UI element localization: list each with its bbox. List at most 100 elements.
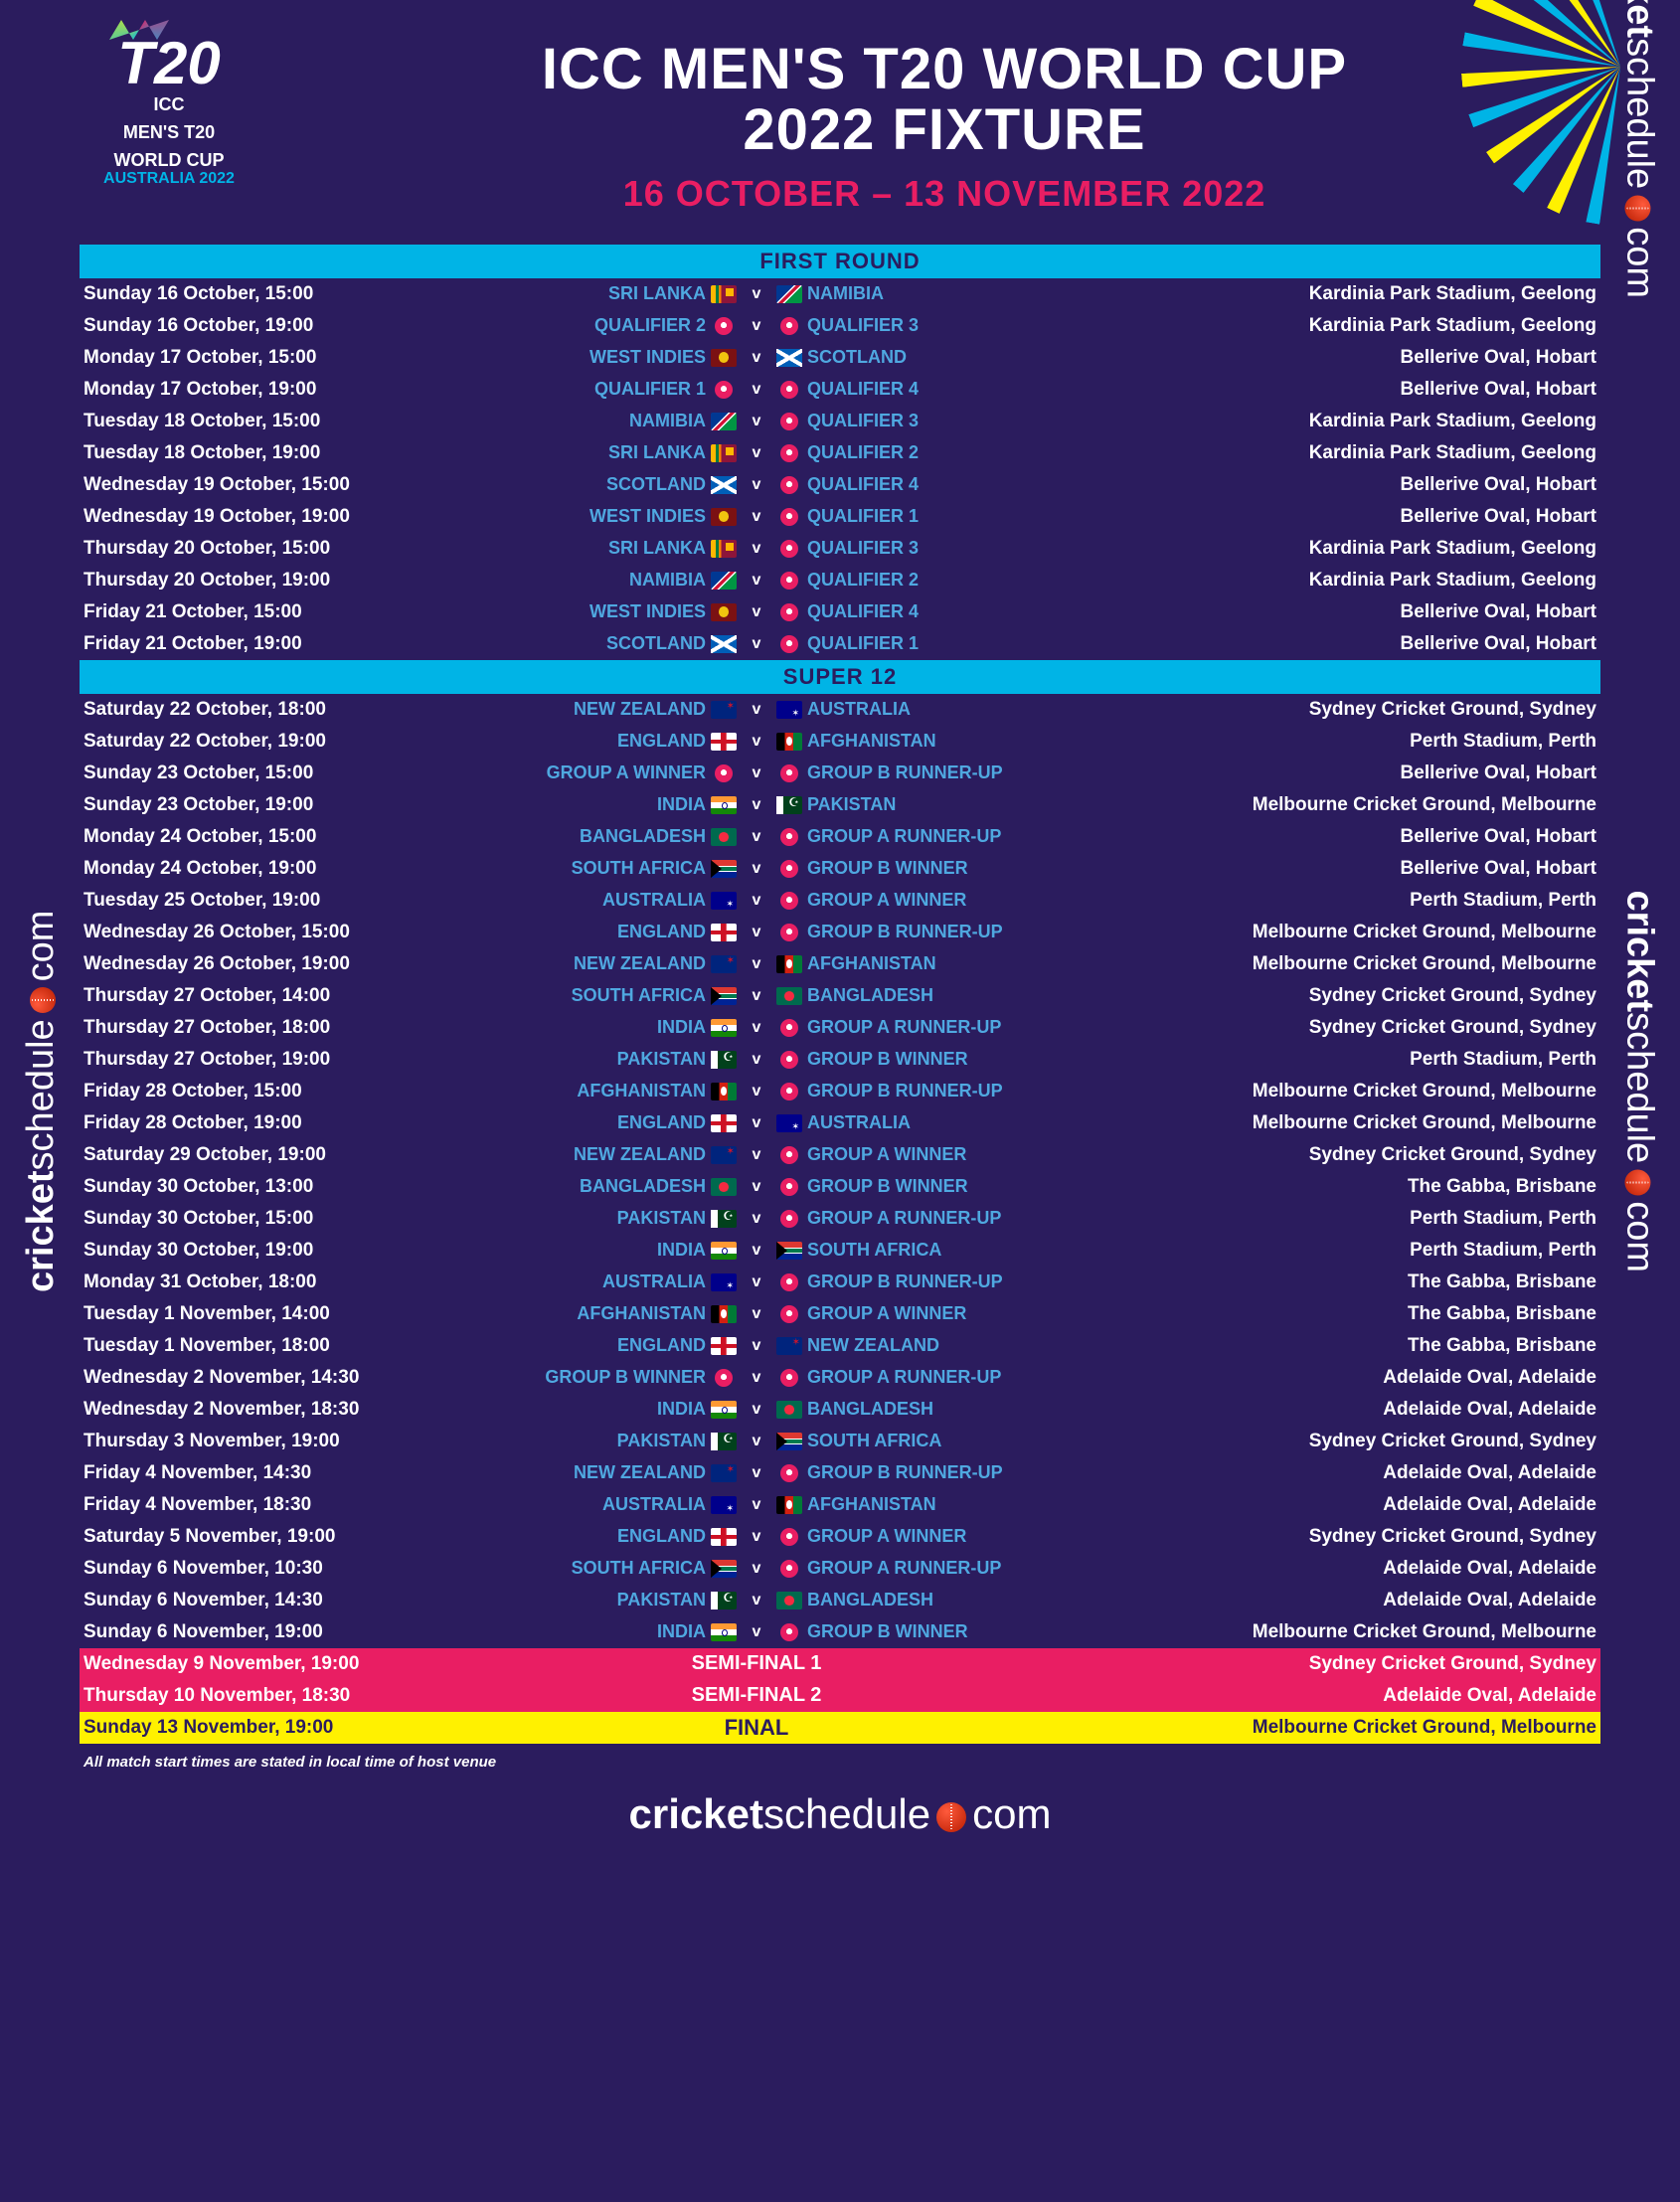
fixture-venue: The Gabba, Brisbane	[1066, 1271, 1600, 1293]
fixture-datetime: Thursday 3 November, 19:00	[80, 1431, 447, 1452]
home-team: NEW ZEALAND	[447, 1144, 706, 1165]
fixture-venue: Melbourne Cricket Ground, Melbourne	[1066, 794, 1600, 816]
date-range: 16 OCTOBER – 13 NOVEMBER 2022	[288, 173, 1600, 215]
fixture-row: Friday 4 November, 14:30NEW ZEALANDvGROU…	[80, 1457, 1600, 1489]
vs-label: v	[742, 1464, 771, 1482]
away-flag-icon	[771, 1621, 807, 1643]
home-team: NEW ZEALAND	[447, 1462, 706, 1483]
vs-label: v	[742, 476, 771, 494]
away-flag-icon	[771, 922, 807, 943]
fixture-row: Sunday 16 October, 19:00QUALIFIER 2vQUAL…	[80, 310, 1600, 342]
logo-line-mens: MEN'S T20	[80, 123, 258, 143]
away-team: GROUP A RUNNER-UP	[807, 1017, 1066, 1038]
fixture-venue: Adelaide Oval, Adelaide	[1066, 1494, 1600, 1516]
home-team: INDIA	[447, 1621, 706, 1642]
away-team: BANGLADESH	[807, 985, 1066, 1006]
home-flag-icon	[706, 379, 742, 401]
fixture-row: Monday 24 October, 15:00BANGLADESHvGROUP…	[80, 821, 1600, 853]
home-team: INDIA	[447, 1399, 706, 1420]
fixture-venue: Kardinia Park Stadium, Geelong	[1066, 283, 1600, 305]
fixture-datetime: Monday 17 October, 15:00	[80, 347, 447, 369]
vs-label: v	[742, 413, 771, 430]
away-flag-icon	[771, 1112, 807, 1134]
away-team: GROUP B RUNNER-UP	[807, 1271, 1066, 1292]
fixture-venue: Bellerive Oval, Hobart	[1066, 601, 1600, 623]
home-flag-icon	[706, 699, 742, 721]
knockout-label: FINAL	[447, 1715, 1066, 1741]
away-team: QUALIFIER 1	[807, 633, 1066, 654]
vs-label: v	[742, 285, 771, 303]
away-flag-icon	[771, 538, 807, 560]
fixture-row: Wednesday 26 October, 19:00NEW ZEALANDvA…	[80, 948, 1600, 980]
fixture-datetime: Wednesday 2 November, 14:30	[80, 1367, 447, 1389]
away-team: SCOTLAND	[807, 347, 1066, 368]
away-flag-icon	[771, 731, 807, 753]
home-team: INDIA	[447, 794, 706, 815]
fixture-row: Friday 21 October, 15:00WEST INDIESvQUAL…	[80, 596, 1600, 628]
away-flag-icon	[771, 1431, 807, 1452]
away-flag-icon	[771, 1144, 807, 1166]
away-team: GROUP A WINNER	[807, 1303, 1066, 1324]
vs-label: v	[742, 1369, 771, 1387]
fixture-row: Thursday 20 October, 19:00NAMIBIAvQUALIF…	[80, 565, 1600, 596]
away-team: AFGHANISTAN	[807, 953, 1066, 974]
logo-line-worldcup: WORLD CUP	[80, 151, 258, 171]
home-flag-icon	[706, 1081, 742, 1102]
vs-label: v	[742, 1560, 771, 1578]
away-team: GROUP A RUNNER-UP	[807, 1208, 1066, 1229]
home-flag-icon	[706, 1017, 742, 1039]
away-team: GROUP B RUNNER-UP	[807, 1462, 1066, 1483]
away-flag-icon	[771, 1335, 807, 1357]
vs-label: v	[742, 1496, 771, 1514]
vs-label: v	[742, 1337, 771, 1355]
away-team: QUALIFIER 2	[807, 570, 1066, 591]
away-team: GROUP A WINNER	[807, 1144, 1066, 1165]
away-flag-icon	[771, 1367, 807, 1389]
home-team: NEW ZEALAND	[447, 953, 706, 974]
fixture-row: Monday 17 October, 19:00QUALIFIER 1vQUAL…	[80, 374, 1600, 406]
fixture-venue: Kardinia Park Stadium, Geelong	[1066, 411, 1600, 432]
home-team: AUSTRALIA	[447, 1494, 706, 1515]
away-flag-icon	[771, 506, 807, 528]
fixture-venue: Perth Stadium, Perth	[1066, 1208, 1600, 1230]
fixture-row: Wednesday 2 November, 14:30GROUP B WINNE…	[80, 1362, 1600, 1394]
fixture-venue: Melbourne Cricket Ground, Melbourne	[1066, 1081, 1600, 1102]
fixture-datetime: Sunday 6 November, 19:00	[80, 1621, 447, 1643]
fixture-datetime: Tuesday 18 October, 15:00	[80, 411, 447, 432]
away-team: QUALIFIER 4	[807, 474, 1066, 495]
home-flag-icon	[706, 1335, 742, 1357]
away-flag-icon	[771, 953, 807, 975]
fixture-datetime: Wednesday 26 October, 15:00	[80, 922, 447, 943]
fixture-datetime: Wednesday 9 November, 19:00	[80, 1653, 447, 1675]
fixture-venue: Adelaide Oval, Adelaide	[1066, 1590, 1600, 1611]
vs-label: v	[742, 1019, 771, 1037]
fixture-datetime: Wednesday 19 October, 19:00	[80, 506, 447, 528]
page-title-line1: ICC MEN'S T20 WORLD CUP	[288, 40, 1600, 100]
home-team: SRI LANKA	[447, 283, 706, 304]
fixture-row: Wednesday 26 October, 15:00ENGLANDvGROUP…	[80, 917, 1600, 948]
fixture-row: Saturday 29 October, 19:00NEW ZEALANDvGR…	[80, 1139, 1600, 1171]
away-flag-icon	[771, 315, 807, 337]
logo-host-year: AUSTRALIA 2022	[80, 170, 258, 188]
fixture-venue: Adelaide Oval, Adelaide	[1066, 1558, 1600, 1580]
vs-label: v	[742, 1305, 771, 1323]
fixture-datetime: Sunday 6 November, 14:30	[80, 1590, 447, 1611]
vs-label: v	[742, 955, 771, 973]
away-team: AFGHANISTAN	[807, 1494, 1066, 1515]
knockout-label: SEMI-FINAL 2	[447, 1684, 1066, 1707]
fixture-venue: Kardinia Park Stadium, Geelong	[1066, 315, 1600, 337]
away-team: GROUP B WINNER	[807, 858, 1066, 879]
fixture-row: Sunday 30 October, 15:00PAKISTANvGROUP A…	[80, 1203, 1600, 1235]
vs-label: v	[742, 444, 771, 462]
away-team: GROUP B WINNER	[807, 1049, 1066, 1070]
home-flag-icon	[706, 347, 742, 369]
home-flag-icon	[706, 1399, 742, 1421]
vs-label: v	[742, 860, 771, 878]
fixture-row: Wednesday 2 November, 18:30INDIAvBANGLAD…	[80, 1394, 1600, 1426]
home-team: PAKISTAN	[447, 1590, 706, 1610]
fixture-row: Thursday 27 October, 18:00INDIAvGROUP A …	[80, 1012, 1600, 1044]
fixture-venue: Bellerive Oval, Hobart	[1066, 506, 1600, 528]
home-flag-icon	[706, 1367, 742, 1389]
away-flag-icon	[771, 1271, 807, 1293]
away-team: AUSTRALIA	[807, 699, 1066, 720]
